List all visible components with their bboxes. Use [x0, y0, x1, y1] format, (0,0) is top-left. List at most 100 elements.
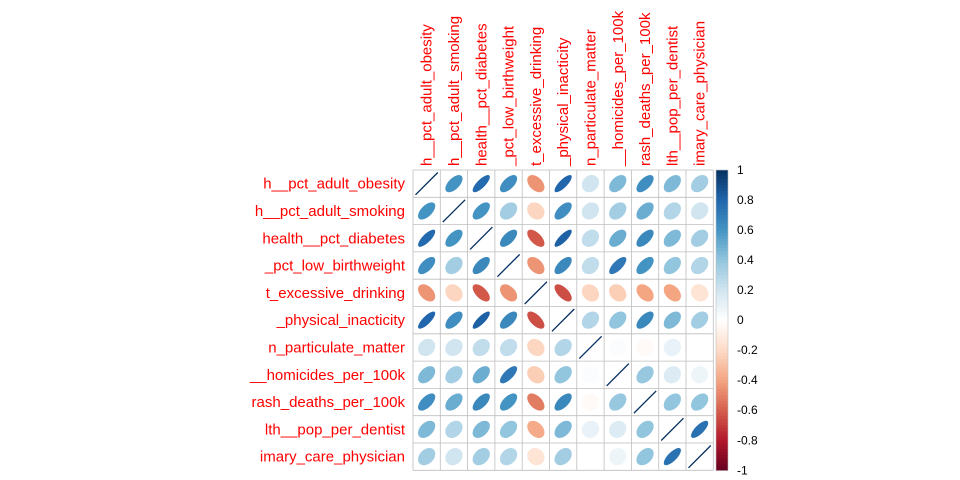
colorbar-tick-label: 1	[737, 163, 744, 177]
column-label: n_particulate_matter	[582, 29, 599, 166]
column-label: t_excessive_drinking	[528, 27, 545, 166]
cell-ellipse	[608, 447, 627, 466]
column-label: rash_deaths_per_100k	[637, 12, 654, 166]
colorbar-segment	[716, 332, 728, 336]
colorbar-segment	[716, 410, 728, 414]
colorbar-segment	[716, 224, 728, 228]
cell-ellipse	[554, 365, 573, 384]
cell-ellipse	[581, 447, 600, 466]
colorbar-segment	[716, 461, 728, 465]
cell-ellipse	[608, 201, 627, 221]
cell-ellipse	[635, 283, 655, 302]
colorbar-segment	[716, 446, 728, 450]
colorbar-segment	[716, 392, 728, 396]
row-label: h__pct_adult_obesity	[263, 176, 405, 193]
colorbar-segment	[716, 338, 728, 342]
cell-ellipse	[663, 256, 682, 275]
colorbar-segment	[716, 404, 728, 408]
colorbar-segment	[716, 221, 728, 225]
cell-ellipse	[581, 283, 600, 302]
cell-ellipse	[635, 447, 655, 466]
row-label: t_excessive_drinking	[266, 285, 405, 302]
cell-ellipse	[417, 420, 436, 439]
row-label: __homicides_per_100k	[249, 367, 406, 384]
cell-ellipse	[663, 174, 682, 193]
colorbar-segment	[716, 365, 728, 369]
matrix-grid	[412, 169, 714, 471]
row-label: health__pct_diabetes	[262, 230, 405, 247]
cell-ellipse	[472, 447, 491, 466]
colorbar-tick-label: -0.2	[737, 343, 758, 357]
row-labels: h__pct_adult_obesity h__pct_adult_smoking…	[249, 176, 406, 466]
colorbar-segment	[716, 389, 728, 393]
colorbar-segment	[716, 317, 728, 321]
cell-ellipse	[608, 311, 627, 330]
cell-ellipse	[554, 447, 573, 466]
cell-ellipse	[581, 311, 600, 330]
cell-ellipse	[608, 338, 627, 357]
colorbar-segment	[716, 458, 728, 462]
colorbar-tick-label: 0.8	[737, 193, 754, 207]
cell-ellipse	[690, 420, 709, 439]
cell-ellipse	[444, 338, 464, 357]
row-label: h__pct_adult_smoking	[255, 203, 405, 220]
colorbar-segment	[716, 416, 728, 420]
colorbar-segment	[716, 179, 728, 183]
cell-ellipse	[554, 392, 573, 412]
cell-ellipse	[554, 256, 573, 275]
colorbar-segment	[716, 284, 728, 288]
cell-ellipse	[581, 201, 600, 221]
cell-ellipse	[554, 420, 573, 439]
colorbar-segment	[716, 452, 728, 456]
colorbar-segment	[716, 296, 728, 300]
colorbar-segment	[716, 191, 728, 195]
colorbar-segment	[716, 356, 728, 360]
colorbar-segment	[716, 188, 728, 192]
colorbar-segment	[716, 329, 728, 333]
colorbar-segment	[716, 380, 728, 384]
cell-ellipse	[444, 420, 464, 439]
colorbar-segment	[716, 242, 728, 246]
colorbar-tick-label: -1	[737, 463, 748, 477]
colorbar-segment	[716, 437, 728, 441]
cell-ellipse	[690, 256, 709, 275]
cell-ellipse	[690, 283, 709, 302]
cell-ellipse	[663, 201, 682, 221]
cell-ellipse	[608, 229, 627, 248]
cell-ellipse	[690, 201, 709, 221]
cell-ellipse	[554, 229, 573, 248]
colorbar-segment	[716, 290, 728, 294]
colorbar-segment	[716, 449, 728, 453]
cell-ellipse	[472, 283, 491, 302]
colorbar-segment	[716, 239, 728, 243]
colorbar-segment	[716, 440, 728, 444]
cell-ellipse	[608, 420, 627, 439]
colorbar-segment	[716, 341, 728, 345]
colorbar-segment	[716, 359, 728, 363]
colorbar-segment	[716, 464, 728, 468]
colorbar-segment	[716, 422, 728, 426]
row-label: _physical_inacticity	[276, 312, 406, 329]
colorbar-segment	[716, 272, 728, 276]
cell-ellipse	[663, 365, 682, 384]
colorbar-segment	[716, 260, 728, 264]
colorbar-segment	[716, 455, 728, 459]
colorbar-segment	[716, 194, 728, 198]
colorbar-segment	[716, 203, 728, 207]
colorbar-segment	[716, 425, 728, 429]
cell-ellipse	[499, 420, 518, 439]
cell-ellipse	[444, 447, 464, 466]
cell-ellipse	[526, 338, 545, 357]
cell-ellipse	[444, 365, 464, 384]
colorbar-frame	[715, 169, 729, 471]
cell-ellipse	[417, 392, 436, 412]
matrix-cells	[415, 172, 712, 469]
colorbar-segment	[716, 311, 728, 315]
diagonal-line	[415, 172, 439, 196]
cell-ellipse	[472, 365, 491, 384]
colorbar-tick-label: 0.2	[737, 283, 754, 297]
colorbar-tick-label: -0.6	[737, 403, 758, 417]
colorbar: 1 0.8 0.6 0.4 0.2 0 -0.2 -0.4 -0.6 -0.8 -1	[715, 163, 758, 477]
cell-ellipse	[472, 392, 491, 412]
column-label: __homicides_per_100k	[610, 10, 627, 167]
